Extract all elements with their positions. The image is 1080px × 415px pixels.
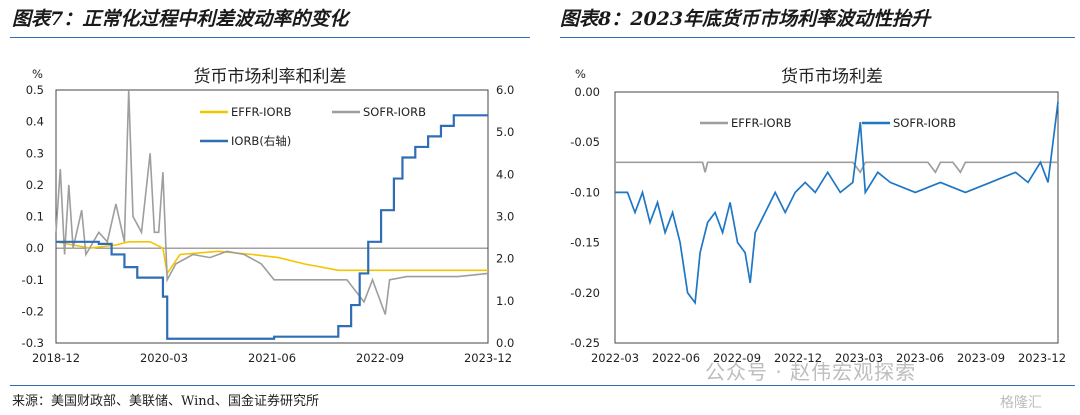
- right-xtick-label: 2022-12: [774, 351, 822, 365]
- left-ytick-label: 0.3: [26, 146, 44, 160]
- watermark-logo-text: 格隆汇: [1000, 395, 1042, 411]
- left-chart-title: 货币市场利率和利差: [194, 67, 347, 87]
- right-ytick-label: -0.25: [570, 336, 600, 350]
- right-xtick-label: 2023-09: [957, 351, 1005, 365]
- left-series-line-sofr-iorb: [55, 89, 489, 315]
- legend-label-sofr-iorb-right: SOFR-IORB: [893, 116, 956, 130]
- left-figure-title: 图表7：正常化过程中利差波动率的变化: [12, 8, 349, 30]
- right-ytick-label: -0.10: [570, 185, 600, 199]
- left-xtick-label: 2020-03: [140, 351, 188, 365]
- right-legend: EFFR-IORB SOFR-IORB: [700, 116, 956, 130]
- left-ytick-label: -0.3: [22, 336, 44, 350]
- right-y-unit: %: [575, 67, 586, 81]
- right-series-line-sofr-iorb: [615, 101, 1059, 306]
- right-xtick-label: 2023-06: [896, 351, 944, 365]
- left-series-line-iorb-: [56, 114, 488, 340]
- right-axis-tick-label: 0.0: [496, 336, 514, 350]
- right-axis-tick-label: 4.0: [496, 167, 514, 181]
- right-ytick-label: -0.20: [570, 286, 600, 300]
- right-chart: 货币市场利差 % 0.00 -0.05 -0.10 -0.15 -0.20 -0.25 2…: [570, 67, 1066, 365]
- right-axis-tick-label: 3.0: [496, 210, 514, 224]
- left-y-unit: %: [32, 67, 43, 81]
- left-ytick-label: -0.2: [22, 304, 44, 318]
- legend-label-effr-iorb: EFFR-IORB: [231, 105, 292, 119]
- right-xtick-label: 2023-03: [835, 351, 883, 365]
- left-ytick-label: 0.1: [26, 210, 44, 224]
- right-chart-title: 货币市场利差: [781, 67, 883, 87]
- right-xtick-label: 2023-12: [1018, 351, 1066, 365]
- left-ytick-label: 0.5: [26, 83, 44, 97]
- right-title-rule: [560, 37, 1075, 38]
- left-xtick-label: 2023-12: [464, 351, 512, 365]
- legend-label-effr-iorb-right: EFFR-IORB: [731, 116, 792, 130]
- legend-label-iorb: IORB(右轴): [231, 134, 291, 148]
- source-rule: [10, 385, 1075, 386]
- right-xtick-label: 2022-06: [652, 351, 700, 365]
- left-legend: EFFR-IORB SOFR-IORB IORB(右轴): [200, 105, 426, 148]
- right-ytick-label: -0.15: [570, 236, 600, 250]
- right-series-line-effr-iorb: [615, 161, 1058, 174]
- left-title-rule: [10, 37, 530, 38]
- left-xtick-label: 2018-12: [32, 351, 80, 365]
- right-xtick-label: 2022-03: [591, 351, 639, 365]
- left-xtick-label: 2022-09: [356, 351, 404, 365]
- left-ytick-label: 0.2: [26, 178, 44, 192]
- right-axis-tick-label: 1.0: [496, 294, 514, 308]
- left-ytick-label: 0.4: [26, 115, 44, 129]
- left-ytick-label: -0.1: [22, 273, 44, 287]
- right-axis-tick-label: 5.0: [496, 125, 514, 139]
- legend-label-sofr-iorb: SOFR-IORB: [363, 105, 426, 119]
- right-ytick-label: -0.05: [570, 135, 600, 149]
- left-ytick-label: 0.0: [26, 241, 44, 255]
- right-axis-tick-label: 2.0: [496, 252, 514, 266]
- left-chart: 货币市场利率和利差 % 0.5 0.4 0.3 0.2 0.1 0.0 -0.1 -0.2 -0…: [22, 67, 515, 365]
- watermark-text: 公众号 · 赵伟宏观探索: [705, 360, 917, 384]
- right-plot-frame: [614, 91, 1059, 344]
- right-figure-title: 图表8：2023年底货币市场利率波动性抬升: [560, 8, 931, 30]
- right-xtick-label: 2022-09: [713, 351, 761, 365]
- left-series-line-effr-iorb: [55, 241, 488, 276]
- right-ytick-label: 0.00: [574, 85, 600, 99]
- left-xtick-label: 2021-06: [248, 351, 296, 365]
- right-axis-tick-label: 6.0: [496, 83, 514, 97]
- left-plot-frame: [55, 89, 489, 344]
- source-note: 来源：美国财政部、美联储、Wind、国金证券研究所: [12, 394, 319, 409]
